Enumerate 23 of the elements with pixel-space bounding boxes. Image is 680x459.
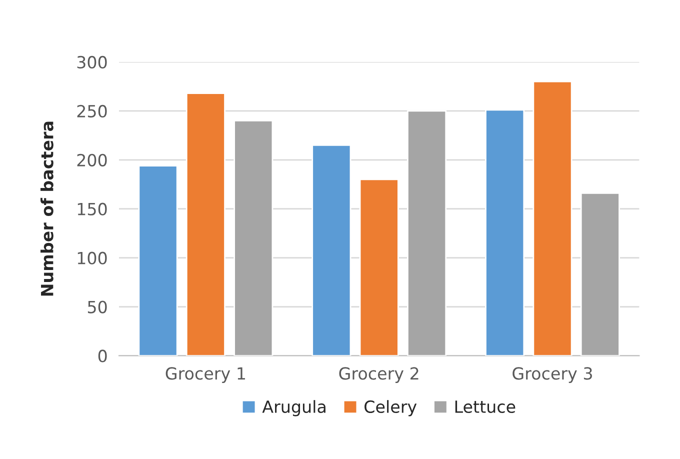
y-tick-label: 250	[77, 104, 107, 118]
y-tick-label: 150	[78, 202, 107, 216]
y-axis-title: Number of bactera	[40, 122, 54, 296]
bar	[234, 120, 274, 356]
legend-label: Arugula	[262, 400, 326, 416]
bar	[485, 109, 525, 356]
y-tick-label: 50	[88, 300, 107, 314]
y-tick-label: 200	[77, 154, 107, 166]
bar	[532, 80, 572, 356]
y-tick-label: 0	[98, 350, 107, 362]
y-tick-label: 300	[77, 56, 107, 69]
x-tick-label: Grocery 1	[166, 367, 245, 383]
bar	[359, 178, 399, 356]
bar	[312, 144, 352, 356]
bar	[407, 110, 447, 356]
legend-label: Lettuce	[455, 400, 516, 413]
x-tick-label: Grocery 3	[512, 367, 592, 383]
bar	[580, 192, 620, 356]
x-tick-label: Grocery 2	[339, 367, 418, 383]
legend-label: Celery	[364, 400, 417, 416]
bar	[186, 92, 226, 356]
y-tick-label: 100	[78, 252, 107, 264]
bar	[138, 165, 178, 356]
